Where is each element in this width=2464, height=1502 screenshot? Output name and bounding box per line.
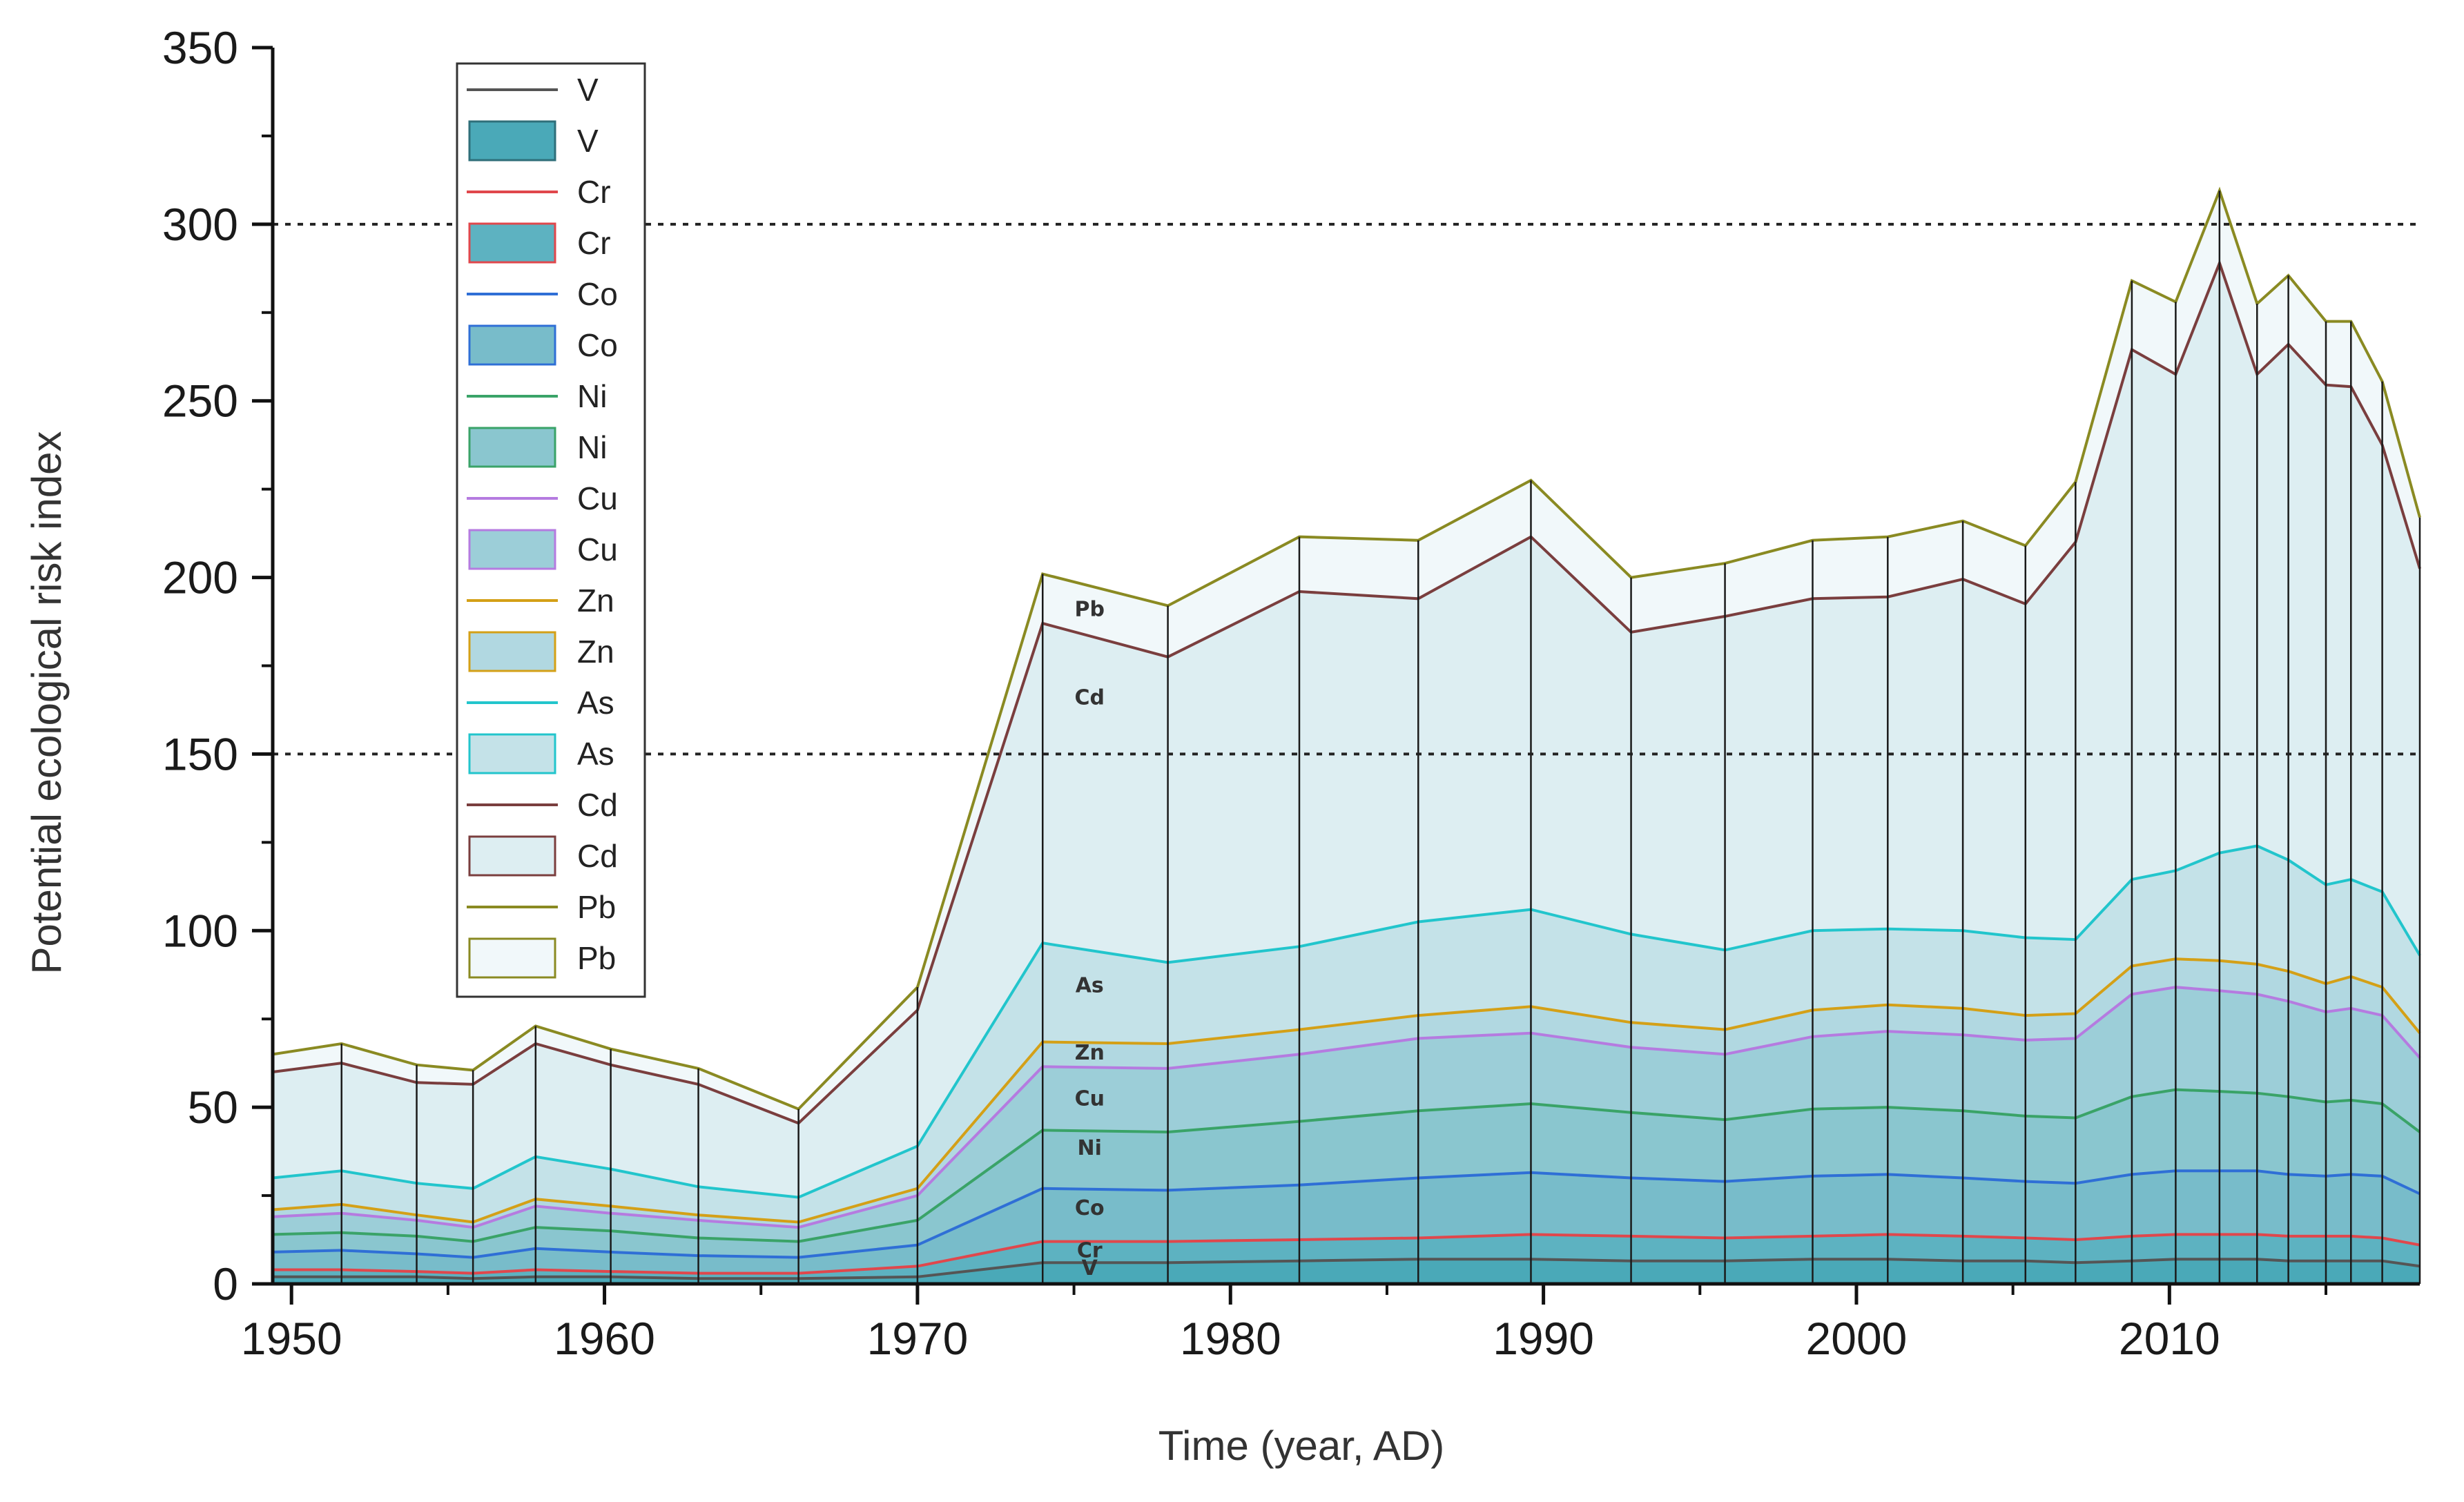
x-tick-label: 1970 — [866, 1313, 968, 1364]
legend-swatch-box — [468, 324, 556, 366]
sample-dividers — [271, 191, 2421, 1284]
y-tick-label: 250 — [162, 376, 238, 427]
line-cr — [273, 1233, 2421, 1275]
x-tick-label: 1980 — [1180, 1313, 1281, 1364]
area-co — [273, 1171, 2420, 1274]
legend-swatch-box — [468, 120, 556, 162]
y-tick-label: 200 — [162, 552, 238, 603]
legend-swatch-box — [468, 427, 556, 468]
band-labels: VCr Co Ni Cu Zn As Cd Pb — [1075, 598, 1105, 1280]
band-label-as: As — [1076, 974, 1104, 998]
legend-label: Cr — [577, 174, 611, 210]
line-as — [272, 844, 2421, 1199]
legend: VV Cr Cr Co Co Ni Ni Cu Cu Zn Zn As As Cd Cd Pb Pb — [456, 62, 646, 998]
band-label-ni: Ni — [1078, 1136, 1102, 1160]
legend-swatch-box — [468, 937, 556, 979]
y-tick-label: 300 — [162, 199, 238, 250]
legend-label: V — [577, 72, 599, 108]
legend-label: Cu — [577, 480, 618, 516]
y-tick-label: 150 — [162, 728, 238, 779]
area-pb — [273, 191, 2420, 1124]
legend-label: As — [577, 736, 614, 772]
line-pb — [272, 186, 2421, 1111]
legend-label: Zn — [577, 583, 614, 618]
x-tick-label: 1960 — [554, 1313, 655, 1364]
band-label-cu: Cu — [1075, 1086, 1105, 1111]
area-as — [273, 846, 2420, 1222]
band-label-cd: Cd — [1075, 686, 1105, 710]
area-ni — [273, 1089, 2420, 1258]
line-v — [273, 1258, 2421, 1280]
legend-label: Cu — [577, 531, 618, 567]
legend-label: Pb — [577, 940, 616, 976]
line-ni — [272, 1088, 2421, 1243]
stacked-areas — [273, 191, 2420, 1284]
x-tick-label: 1990 — [1493, 1313, 1594, 1364]
band-label-pb: Pb — [1075, 598, 1105, 622]
axes: 0 50 100 150 200 250 300 350 1950 1960 1970 1980 199… — [162, 22, 2420, 1364]
legend-label: As — [577, 685, 614, 721]
x-tick-label: 1950 — [241, 1313, 342, 1364]
line-co — [272, 1169, 2421, 1259]
band-label-cr: Cr — [1077, 1238, 1103, 1262]
legend-label: Ni — [577, 378, 607, 414]
legend-swatch-box — [468, 631, 556, 672]
legend-label: V — [577, 123, 599, 159]
y-tick-label: 350 — [162, 22, 238, 73]
line-zn — [272, 957, 2421, 1224]
legend-swatch-box — [468, 835, 556, 877]
y-axis-title: Potential ecological risk index — [23, 431, 70, 974]
legend-swatch-box — [468, 733, 556, 774]
series-lines — [272, 186, 2421, 1280]
band-label-zn: Zn — [1075, 1041, 1105, 1065]
area-zn — [273, 959, 2420, 1228]
band-label-v: V — [1082, 1256, 1098, 1280]
reference-lines — [273, 222, 2420, 756]
legend-swatch-box — [468, 529, 556, 570]
legend-swatch-box — [468, 222, 556, 264]
legend-label: Cd — [577, 787, 618, 823]
y-tick-label: 100 — [162, 905, 238, 956]
line-cu — [272, 986, 2421, 1229]
y-tick-label: 50 — [188, 1082, 238, 1133]
area-v — [273, 1259, 2420, 1284]
legend-label: Cd — [577, 838, 618, 874]
area-cu — [273, 987, 2420, 1242]
legend-label: Ni — [577, 429, 607, 465]
x-axis-title: Time (year, AD) — [1158, 1423, 1445, 1469]
area-cr — [273, 1234, 2420, 1279]
legend-label: Co — [577, 327, 618, 363]
legend-label: Co — [577, 276, 618, 312]
line-cd — [272, 259, 2421, 1125]
legend-label: Pb — [577, 889, 616, 925]
band-label-co: Co — [1075, 1196, 1105, 1220]
legend-label: Zn — [577, 634, 614, 670]
legend-label: Cr — [577, 225, 611, 261]
x-tick-label: 2010 — [2119, 1313, 2220, 1364]
y-tick-label: 0 — [213, 1258, 238, 1309]
x-tick-label: 2000 — [1806, 1313, 1908, 1364]
area-cd — [273, 263, 2420, 1198]
